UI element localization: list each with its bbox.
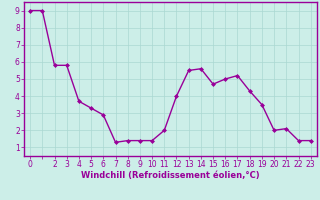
X-axis label: Windchill (Refroidissement éolien,°C): Windchill (Refroidissement éolien,°C) — [81, 171, 260, 180]
